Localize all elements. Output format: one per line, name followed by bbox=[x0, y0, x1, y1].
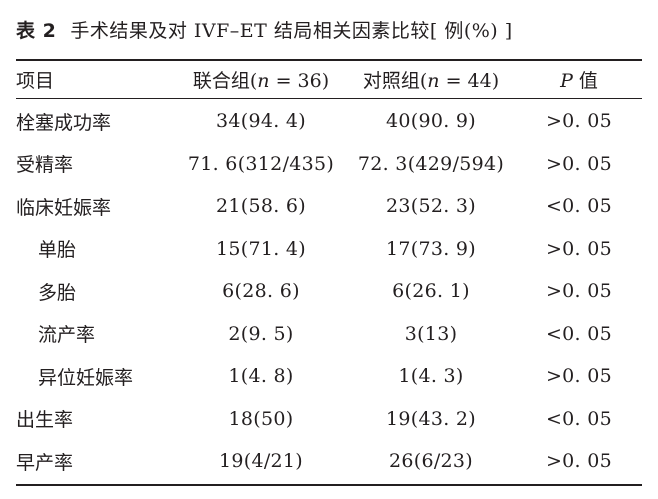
row-group2: 1(4. 3) bbox=[398, 365, 464, 388]
row-item: 临床妊娠率 bbox=[16, 196, 112, 219]
row-item: 早产率 bbox=[16, 451, 74, 474]
row-group1: 18(50) bbox=[228, 407, 294, 430]
header-group2-n: n bbox=[427, 69, 440, 92]
header-group2: 对照组(n = 44) bbox=[346, 60, 516, 98]
header-group1: 联合组(n = 36) bbox=[176, 60, 346, 98]
top-rule bbox=[16, 59, 642, 61]
header-group1-suffix: = 36) bbox=[269, 69, 330, 92]
row-item: 出生率 bbox=[16, 409, 74, 432]
row-group1: 71. 6(312/435) bbox=[187, 152, 335, 175]
row-p: >0. 05 bbox=[545, 237, 613, 260]
table-row: 单胎 15(71. 4) 17(73. 9) >0. 05 bbox=[16, 228, 642, 271]
row-group1: 15(71. 4) bbox=[215, 237, 307, 260]
header-group1-prefix: 联合组( bbox=[192, 69, 258, 92]
row-p: >0. 05 bbox=[545, 280, 613, 303]
row-p: >0. 05 bbox=[545, 365, 613, 388]
row-group2: 26(6/23) bbox=[388, 450, 474, 473]
table-row: 流产率 2(9. 5) 3(13) <0. 05 bbox=[16, 313, 642, 356]
header-rule bbox=[16, 98, 642, 99]
row-item: 异位妊娠率 bbox=[38, 366, 134, 389]
row-group2: 17(73. 9) bbox=[385, 237, 477, 260]
row-group2: 72. 3(429/594) bbox=[357, 152, 505, 175]
row-group2: 3(13) bbox=[404, 322, 458, 345]
header-p-symbol: P bbox=[560, 69, 573, 92]
table-row: 早产率 19(4/21) 26(6/23) >0. 05 bbox=[16, 440, 642, 483]
row-group2: 6(26. 1) bbox=[392, 280, 470, 303]
row-group2: 40(90. 9) bbox=[385, 110, 477, 133]
row-group1: 34(94. 4) bbox=[215, 110, 307, 133]
table-row: 异位妊娠率 1(4. 8) 1(4. 3) >0. 05 bbox=[16, 355, 642, 398]
table-caption: 表 2 手术结果及对 IVF–ET 结局相关因素比较[ 例(%) ] bbox=[16, 16, 513, 43]
row-group2: 23(52. 3) bbox=[385, 195, 477, 218]
row-item: 栓塞成功率 bbox=[16, 111, 112, 134]
header-p-suffix: 值 bbox=[572, 69, 598, 92]
header-item: 项目 bbox=[16, 69, 55, 92]
header-group2-suffix: = 44) bbox=[439, 69, 500, 92]
row-p: <0. 05 bbox=[545, 195, 613, 218]
row-group1: 2(9. 5) bbox=[228, 322, 294, 345]
row-group1: 6(28. 6) bbox=[222, 280, 300, 303]
row-group1: 1(4. 8) bbox=[228, 365, 294, 388]
table-row: 栓塞成功率 34(94. 4) 40(90. 9) >0. 05 bbox=[16, 98, 642, 143]
row-p: >0. 05 bbox=[545, 450, 613, 473]
row-item: 受精率 bbox=[16, 154, 74, 177]
table-title: 手术结果及对 IVF–ET 结局相关因素比较[ 例(%) ] bbox=[70, 20, 513, 42]
row-p: <0. 05 bbox=[545, 322, 613, 345]
table-row: 临床妊娠率 21(58. 6) 23(52. 3) <0. 05 bbox=[16, 185, 642, 228]
header-group2-prefix: 对照组( bbox=[362, 69, 428, 92]
table-row: 出生率 18(50) 19(43. 2) <0. 05 bbox=[16, 398, 642, 441]
header-row: 项目 联合组(n = 36) 对照组(n = 44) P 值 bbox=[16, 60, 642, 98]
row-p: >0. 05 bbox=[545, 152, 613, 175]
row-item: 单胎 bbox=[38, 239, 77, 262]
header-group1-n: n bbox=[257, 69, 270, 92]
bottom-rule bbox=[16, 484, 642, 486]
table-label: 表 2 bbox=[16, 20, 57, 42]
row-item: 流产率 bbox=[38, 324, 96, 347]
row-p: >0. 05 bbox=[545, 110, 613, 133]
row-item: 多胎 bbox=[38, 281, 77, 304]
row-p: <0. 05 bbox=[545, 407, 613, 430]
row-group1: 19(4/21) bbox=[218, 450, 304, 473]
results-table: 项目 联合组(n = 36) 对照组(n = 44) P 值 栓塞成功率 34(… bbox=[16, 60, 642, 483]
header-p: P 值 bbox=[516, 60, 642, 98]
table-row: 受精率 71. 6(312/435) 72. 3(429/594) >0. 05 bbox=[16, 143, 642, 186]
row-group2: 19(43. 2) bbox=[385, 407, 477, 430]
table-row: 多胎 6(28. 6) 6(26. 1) >0. 05 bbox=[16, 270, 642, 313]
row-group1: 21(58. 6) bbox=[215, 195, 307, 218]
